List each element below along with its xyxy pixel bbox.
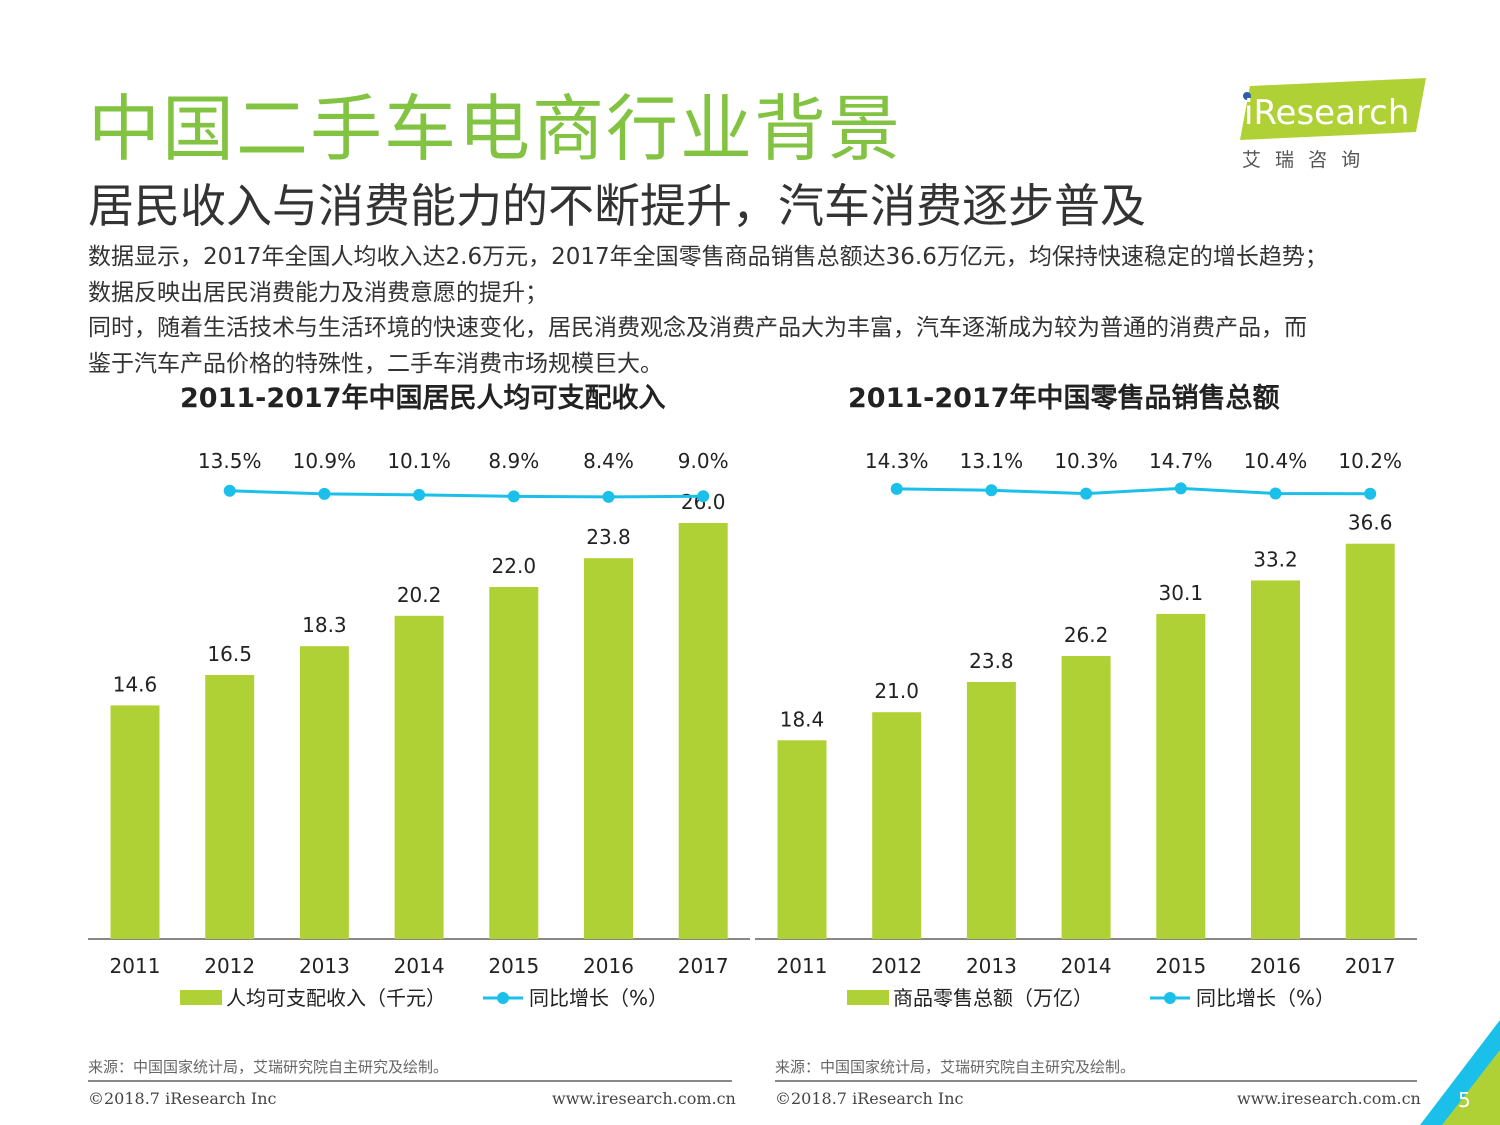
growth-label: 10.2% [1338,449,1402,473]
legend-bar-swatch [847,990,889,1005]
growth-point [1269,487,1282,500]
bar-value-label: 18.4 [780,707,825,731]
growth-point [985,484,998,497]
growth-label: 10.9% [293,449,357,473]
bar-value-label: 20.2 [397,583,442,607]
bar [584,558,633,939]
page-title: 中国二手车电商行业背景 [88,87,903,171]
bar [299,646,349,939]
copyright-left: ©2018.7 iResearch Inc [88,1089,277,1108]
bar [205,675,255,939]
legend-bar-label: 人均可支配收入（千元） [226,986,446,1010]
chart-income: 14.6 2011 16.5 2012 18.3 2013 20.2 2014 22.0 2015… [88,449,750,1010]
body-line: 数据反映出居民消费能力及消费意愿的提升； [88,279,548,306]
body-line: 鉴于汽车产品价格的特殊性，二手车消费市场规模巨大。 [88,350,663,377]
legend-line-label: 同比增长（%） [529,986,668,1010]
bar-value-label: 23.8 [969,649,1014,673]
growth-label: 13.1% [960,449,1024,473]
growth-point [223,484,236,497]
body-paragraph: 数据显示，2017年全国人均收入达2.6万元，2017年全国零售商品销售总额达3… [88,240,1468,382]
corner-decoration [1420,1020,1500,1125]
bar-value-label: 14.6 [113,672,158,696]
website-link-left[interactable]: www.iresearch.com.cn [552,1089,736,1108]
bar [1345,543,1395,939]
source-note-left: 来源：中国国家统计局，艾瑞研究院自主研究及绘制。 [88,1058,449,1076]
footer-divider [775,1080,1417,1082]
x-tick-label: 2011 [777,954,828,978]
x-tick-label: 2014 [1061,954,1112,978]
growth-label: 8.9% [488,449,539,473]
growth-point [1174,482,1187,495]
chart-retail: 18.4 2011 21.0 2012 23.8 2013 26.2 2014 30.1 2015… [755,449,1417,1010]
body-line: 数据显示，2017年全国人均收入达2.6万元，2017年全国零售商品销售总额达3… [88,244,1328,270]
growth-point [602,490,615,503]
bar [489,587,539,939]
website-link-right[interactable]: www.iresearch.com.cn [1237,1089,1421,1108]
growth-label: 14.7% [1149,449,1213,473]
source-note-right: 来源：中国国家统计局，艾瑞研究院自主研究及绘制。 [775,1058,1136,1076]
growth-label: 10.4% [1244,449,1308,473]
logo-subtext: 艾 瑞 咨 询 [1242,149,1364,171]
body-line: 同时，随着生活技术与生活环境的快速变化，居民消费观念及消费产品大为丰富，汽车逐渐… [88,315,1307,341]
logo-text: iResearch [1244,93,1409,133]
bar-value-label: 21.0 [874,679,919,703]
bar [394,615,444,939]
legend-bar-swatch [180,990,222,1005]
x-tick-label: 2011 [110,954,161,978]
growth-point [507,490,520,503]
bar-value-label: 18.3 [302,613,347,637]
bar [1251,580,1300,939]
growth-point [413,488,426,501]
growth-line [229,489,704,499]
bar [872,712,922,939]
growth-label: 10.1% [387,449,451,473]
bar [678,523,728,939]
bar [966,681,1016,939]
page-number: 5 [1458,1088,1471,1112]
x-tick-label: 2014 [394,954,445,978]
bar [1156,613,1206,939]
page-subtitle: 居民收入与消费能力的不断提升，汽车消费逐步普及 [88,179,1146,233]
bar-value-label: 30.1 [1159,581,1204,605]
growth-label: 9.0% [678,449,729,473]
legend-line-marker [497,992,509,1004]
bar [1061,656,1111,939]
footer-divider [88,1080,732,1082]
iresearch-logo: iResearch 艾 瑞 咨 询 [1240,78,1430,178]
chart-title-income: 2011-2017年中国居民人均可支配收入 [180,383,666,414]
growth-point [1080,487,1093,500]
bar-value-label: 22.0 [492,554,537,578]
x-tick-label: 2013 [299,954,350,978]
x-tick-label: 2013 [966,954,1017,978]
growth-line [896,486,1371,496]
bar-value-label: 16.5 [207,642,252,666]
bar [110,705,160,939]
bar-value-label: 23.8 [586,525,631,549]
legend-line-label: 同比增长（%） [1196,986,1335,1010]
copyright-right: ©2018.7 iResearch Inc [775,1089,964,1108]
x-tick-label: 2012 [204,954,255,978]
legend-bar-label: 商品零售总额（万亿） [893,986,1093,1010]
growth-label: 10.3% [1054,449,1118,473]
bar-value-label: 26.2 [1064,623,1109,647]
growth-label: 13.5% [198,449,262,473]
bar-value-label: 36.6 [1348,511,1393,535]
growth-point [890,482,903,495]
growth-point [318,487,331,500]
growth-point [697,490,710,503]
growth-point [1364,487,1377,500]
growth-label: 8.4% [583,449,634,473]
x-tick-label: 2016 [1250,954,1301,978]
x-tick-label: 2015 [488,954,539,978]
bar-value-label: 33.2 [1253,547,1298,571]
x-tick-label: 2017 [678,954,729,978]
growth-label: 14.3% [865,449,929,473]
x-tick-label: 2017 [1345,954,1396,978]
x-tick-label: 2015 [1155,954,1206,978]
legend-line-marker [1164,992,1176,1004]
x-tick-label: 2012 [871,954,922,978]
bar [777,740,827,939]
x-tick-label: 2016 [583,954,634,978]
chart-title-retail: 2011-2017年中国零售品销售总额 [848,383,1280,414]
